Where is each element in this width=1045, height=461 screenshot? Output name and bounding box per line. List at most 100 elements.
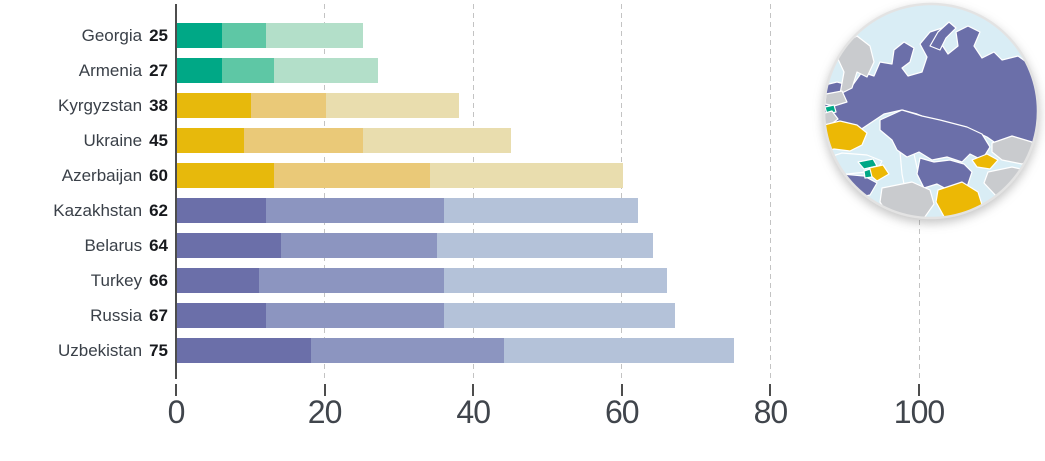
bar-segment-3 [266, 23, 363, 48]
bar-segment-2 [273, 163, 430, 188]
bar-row-kyrgyzstan: Kyrgyzstan 38 [0, 93, 1045, 118]
bar-segment-1 [177, 233, 282, 258]
gridline-60 [621, 4, 623, 378]
row-label: Belarus 64 [0, 233, 168, 258]
axis-tick-40 [472, 384, 475, 396]
map-region-scandinavia [836, 35, 875, 95]
bar-segment-2 [221, 23, 267, 48]
bar-segment-1 [177, 338, 311, 363]
map-region-china-area [983, 166, 1038, 209]
country-value: 45 [149, 131, 168, 150]
country-name: Belarus [84, 236, 143, 255]
country-name: Kazakhstan [53, 201, 143, 220]
row-label: Russia 67 [0, 303, 168, 328]
bar-segment-1 [177, 58, 222, 83]
map-region-novaya-zemlya [929, 21, 957, 51]
bar-segment-3 [444, 268, 668, 293]
stacked-bar [177, 128, 512, 153]
bar-segment-3 [503, 338, 735, 363]
country-value: 62 [149, 201, 168, 220]
bar-row-ukraine: Ukraine 45 [0, 128, 1045, 153]
map-region-kyrgyzstan [971, 153, 999, 170]
axis-tick-80 [769, 384, 772, 396]
y-axis-line [175, 4, 177, 379]
country-value: 27 [149, 61, 168, 80]
row-label: Uzbekistan 75 [0, 338, 168, 363]
bar-segment-1 [177, 93, 252, 118]
map-region-armenia [863, 168, 873, 179]
axis-tick-label-100: 100 [893, 394, 945, 430]
bar-row-uzbekistan: Uzbekistan 75 [0, 338, 1045, 363]
gridline-80 [769, 4, 771, 378]
country-value: 67 [149, 306, 168, 325]
country-value: 38 [149, 96, 168, 115]
axis-tick-100 [918, 384, 920, 396]
axis-tick-20 [323, 384, 326, 396]
stacked-bar [177, 338, 735, 363]
map-region-kazakhstan [879, 109, 991, 163]
bar-segment-2 [243, 128, 363, 153]
gridline-20 [324, 4, 326, 378]
bar-row-georgia: Georgia 25 [0, 23, 1045, 48]
country-value: 75 [149, 341, 168, 360]
stacked-bar [177, 58, 378, 83]
axis-tick-0 [175, 384, 177, 396]
bar-segment-2 [221, 58, 274, 83]
country-name: Kyrgyzstan [57, 96, 143, 115]
bar-segment-3 [444, 198, 638, 223]
bar-segment-1 [177, 128, 244, 153]
bar-segment-3 [325, 93, 460, 118]
axis-tick-label-40: 40 [456, 394, 491, 430]
eurasia-map [822, 2, 1040, 220]
bar-segment-1 [177, 23, 222, 48]
stacked-bar [177, 268, 668, 293]
map-rim [822, 2, 1040, 220]
bar-segment-2 [266, 303, 445, 328]
axis-tick-label-0: 0 [167, 394, 186, 430]
bar-segment-2 [310, 338, 504, 363]
bar-row-azerbaijan: Azerbaijan 60 [0, 163, 1045, 188]
country-name: Azerbaijan [61, 166, 143, 185]
country-value: 60 [149, 166, 168, 185]
bar-segment-1 [177, 303, 267, 328]
stacked-bar [177, 163, 623, 188]
row-label: Kazakhstan 62 [0, 198, 168, 223]
country-name: Uzbekistan [57, 341, 143, 360]
axis-tick-label-20: 20 [307, 394, 343, 430]
bar-segment-3 [362, 128, 512, 153]
row-label: Azerbaijan 60 [0, 163, 168, 188]
bar-row-armenia: Armenia 27 [0, 58, 1045, 83]
row-label: Armenia 27 [0, 58, 168, 83]
axis-tick-60 [620, 384, 623, 396]
bar-row-russia: Russia 67 [0, 303, 1045, 328]
country-value: 66 [149, 271, 168, 290]
bar-segment-1 [177, 198, 267, 223]
axis-tick-label-80: 80 [753, 394, 789, 430]
bar-segment-2 [251, 93, 326, 118]
map-inset [822, 2, 1040, 220]
bar-segment-2 [281, 233, 438, 258]
country-name: Armenia [78, 61, 143, 80]
bar-segment-3 [444, 303, 675, 328]
stacked-bar [177, 23, 363, 48]
bar-segment-3 [429, 163, 623, 188]
bar-segment-3 [273, 58, 378, 83]
stacked-bar [177, 303, 675, 328]
country-name: Russia [90, 306, 143, 325]
country-name: Turkey [90, 271, 143, 290]
gridline-40 [472, 4, 474, 378]
stacked-bar [177, 233, 653, 258]
bar-segment-1 [177, 268, 259, 293]
bar-row-turkey: Turkey 66 [0, 268, 1045, 293]
bar-row-belarus: Belarus 64 [0, 233, 1045, 258]
row-label: Georgia 25 [0, 23, 168, 48]
row-label: Turkey 66 [0, 268, 168, 293]
bar-segment-2 [266, 198, 445, 223]
country-value: 64 [149, 236, 168, 255]
bar-segment-3 [437, 233, 653, 258]
country-name: Ukraine [83, 131, 143, 150]
bar-segment-2 [258, 268, 445, 293]
bar-segment-1 [177, 163, 274, 188]
stacked-bar [177, 198, 638, 223]
